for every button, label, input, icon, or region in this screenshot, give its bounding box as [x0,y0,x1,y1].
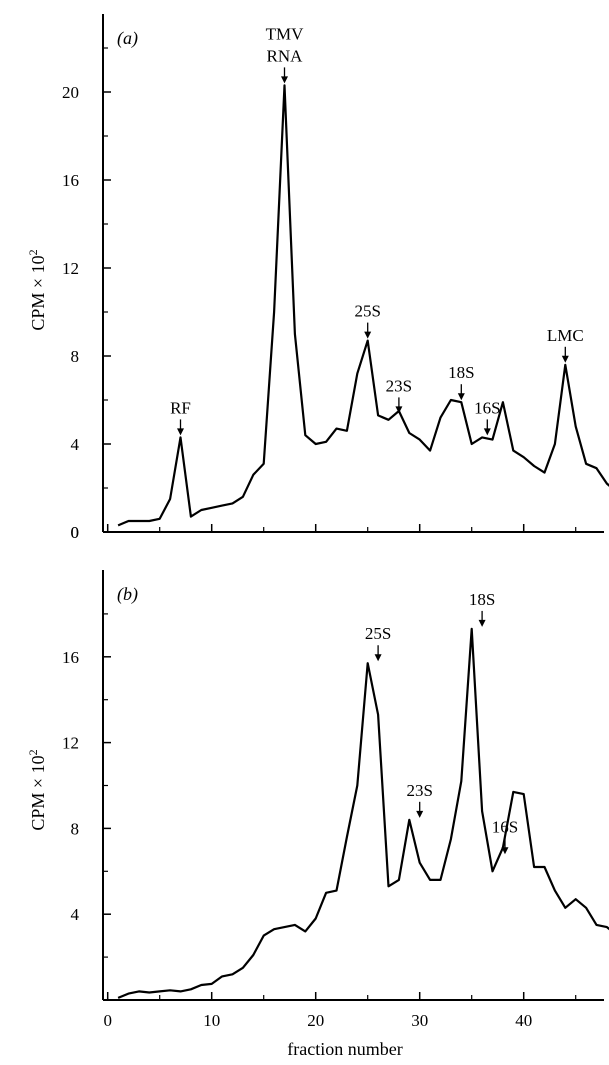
y-tick-label: 20 [62,83,79,102]
y-tick-label: 4 [71,905,80,924]
y-axis-title: CPM × 102 [26,749,48,830]
annotation-arrow-head [281,76,288,84]
panel-label: (b) [117,584,138,605]
y-tick-label: 4 [71,435,80,454]
annotation-arrow-head [457,393,465,401]
annotation-arrow-head [364,331,372,339]
annotation-arrow-head [177,428,184,436]
peak-label: 16S [492,817,518,836]
y-tick-label: 12 [62,734,79,753]
data-series-line [117,627,609,999]
x-tick-label: 0 [103,1011,112,1030]
y-tick-label-origin: 0 [71,523,80,542]
y-tick-label: 16 [62,171,79,190]
peak-label: RF [170,398,191,417]
y-tick-label: 0 [71,523,80,542]
annotation-arrow-head [416,810,424,818]
peak-label: 18S [448,363,474,382]
y-tick-label: 12 [62,259,79,278]
peak-label: RNA [267,46,304,65]
peak-label: 16S [474,398,500,417]
peak-label: LMC [547,326,584,345]
y-axis-title: CPM × 102 [26,249,48,330]
peak-label: 25S [354,302,380,321]
peak-label: 18S [469,590,495,609]
peak-label: 23S [406,781,432,800]
annotation-arrow-head [374,654,382,662]
peak-label: 25S [365,624,391,643]
x-tick-label: 30 [411,1011,428,1030]
annotation-arrow-head [483,428,491,436]
data-series-line [117,84,609,527]
x-tick-label: 20 [307,1011,324,1030]
peak-label: TMV [266,24,305,43]
annotation-arrow-head [395,406,403,414]
x-tick-label: 10 [203,1011,220,1030]
annotation-arrow-head [561,355,569,363]
y-tick-label: 8 [71,347,80,366]
annotation-arrow-head [501,847,509,855]
y-tick-label: 8 [71,819,80,838]
x-tick-label: 40 [515,1011,532,1030]
annotation-arrow-head [478,619,486,627]
peak-label: 23S [386,376,412,395]
panel-label: (a) [117,28,138,49]
y-tick-label: 16 [62,648,79,667]
x-axis-title: fraction number [287,1039,402,1059]
panel-b: 48121601020304050CPM × 102(b)25S23S18S16… [26,570,609,1030]
